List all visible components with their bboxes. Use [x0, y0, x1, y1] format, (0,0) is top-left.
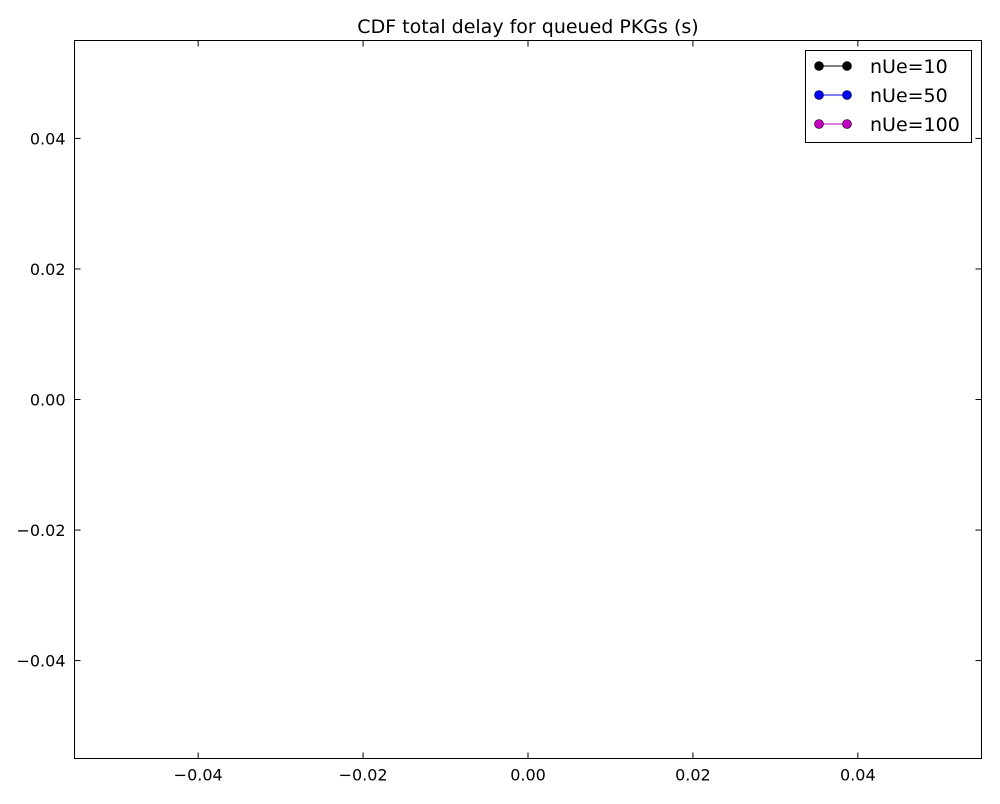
x-tick-label: 0.02	[675, 766, 711, 785]
legend-label: nUe=100	[870, 114, 960, 136]
x-tick-label: 0.00	[510, 766, 546, 785]
x-tick-label: −0.04	[174, 766, 223, 785]
y-tick-label: −0.04	[16, 652, 65, 671]
legend-label: nUe=10	[870, 56, 948, 78]
legend-marker	[814, 61, 824, 71]
x-tick-label: −0.02	[339, 766, 388, 785]
x-tick-label: 0.04	[840, 766, 876, 785]
legend-label: nUe=50	[870, 85, 948, 107]
legend-marker	[842, 119, 852, 129]
legend-marker	[842, 61, 852, 71]
y-axis: −0.04 −0.02 0.00 0.02 0.04	[16, 129, 982, 671]
y-tick-label: −0.02	[16, 521, 65, 540]
legend-marker	[814, 119, 824, 129]
chart-title: CDF total delay for queued PKGs (s)	[357, 16, 698, 38]
y-tick-label: 0.02	[30, 260, 66, 279]
x-axis: −0.04 −0.02 0.00 0.02 0.04	[174, 40, 876, 785]
legend-marker	[814, 90, 824, 100]
y-tick-label: 0.04	[30, 129, 66, 148]
legend: nUe=10 nUe=50 nUe=100	[805, 50, 972, 143]
legend-marker	[842, 90, 852, 100]
y-tick-label: 0.00	[30, 391, 66, 410]
plot-area	[74, 40, 982, 759]
